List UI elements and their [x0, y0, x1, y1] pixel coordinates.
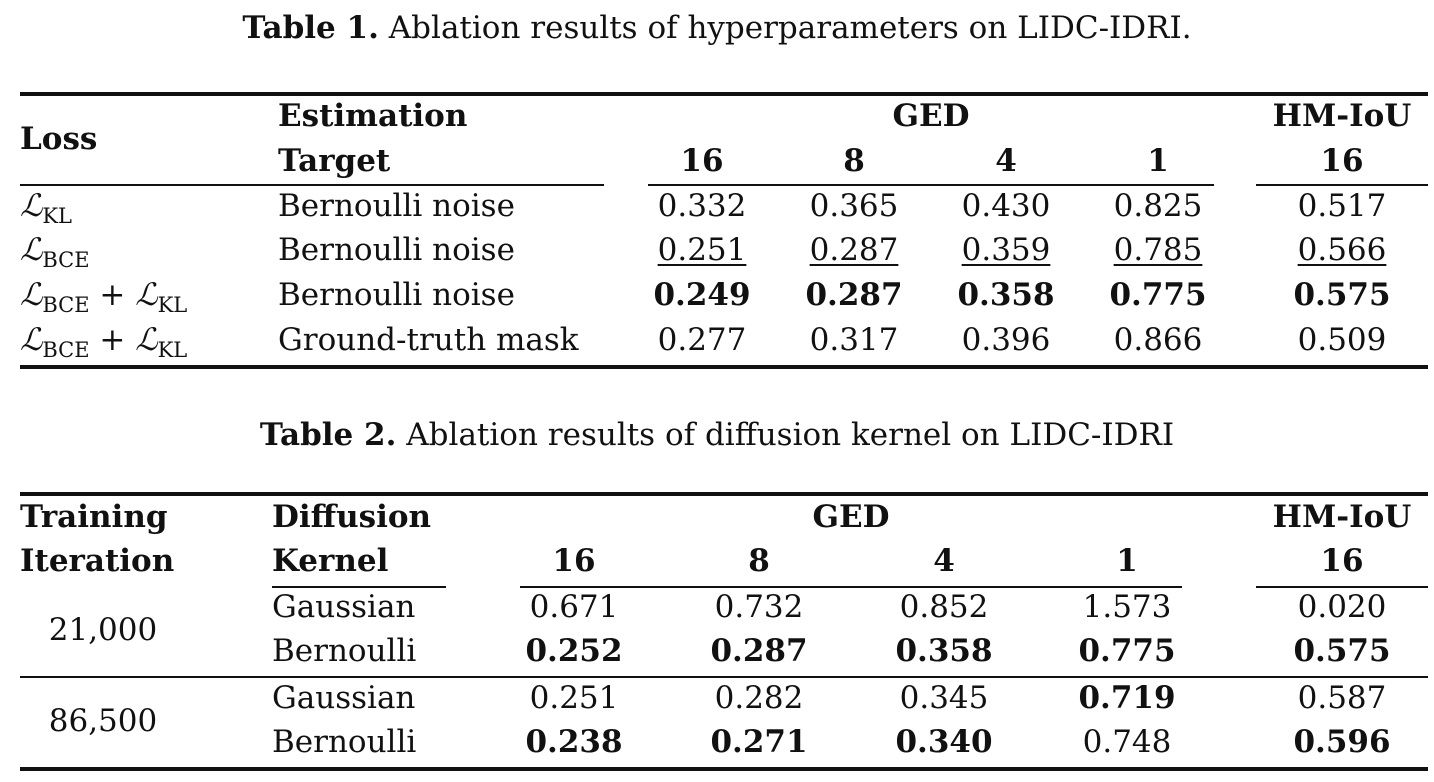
table2-header-kernel: Kernel [272, 543, 389, 579]
ged8-cell: 0.365 [809, 188, 899, 224]
table2-header-iteration: Iteration [20, 543, 175, 579]
loss-cell: ℒBCE + ℒKL [20, 277, 188, 317]
ged1-cell: 1.573 [1082, 589, 1172, 625]
table2-caption-label: Table 2. [259, 417, 397, 453]
table1-header-target: Target [278, 143, 391, 179]
table2-cmidrule-kernel [272, 586, 446, 588]
ged4-cell: 0.396 [961, 322, 1051, 358]
ged4-cell: 0.358 [957, 277, 1055, 313]
table2-caption: Table 2. Ablation results of diffusion k… [0, 417, 1434, 453]
ged8-cell: 0.271 [710, 724, 808, 760]
table2: Training Iteration Diffusion Kernel GED … [20, 0, 1428, 782]
ged16-cell: 0.251 [657, 232, 747, 268]
table2-header-ged-8: 8 [748, 543, 770, 579]
ged4-cell: 0.359 [961, 232, 1051, 268]
loss-cell: ℒBCE [20, 232, 90, 272]
table1-header-hmiou-16: 16 [1320, 143, 1364, 179]
hmiou-cell: 0.596 [1293, 724, 1391, 760]
ged16-cell: 0.238 [525, 724, 623, 760]
table2-bottom-rule [20, 767, 1428, 771]
table1-header-hmiou: HM-IoU [1272, 98, 1412, 134]
ged4-cell: 0.430 [961, 188, 1051, 224]
table1-header-estimation: Estimation [278, 98, 468, 134]
table2-header-ged-4: 4 [933, 543, 955, 579]
ged16-cell: 0.332 [657, 188, 747, 224]
table2-header-training: Training [20, 499, 168, 535]
ged1-cell: 0.785 [1113, 232, 1203, 268]
ged8-cell: 0.732 [714, 589, 804, 625]
hmiou-cell: 0.509 [1297, 322, 1387, 358]
ged8-cell: 0.287 [805, 277, 903, 313]
table1-header-ged-16: 16 [680, 143, 724, 179]
table1-bottom-rule [20, 365, 1428, 369]
table2-header-ged: GED [812, 499, 890, 535]
hmiou-cell: 0.020 [1297, 589, 1387, 625]
table2-header-ged-1: 1 [1116, 543, 1138, 579]
table1-header-ged: GED [892, 98, 970, 134]
hmiou-cell: 0.575 [1293, 633, 1391, 669]
ged1-cell: 0.775 [1078, 633, 1176, 669]
ged1-cell: 0.775 [1109, 277, 1207, 313]
table2-header-hmiou: HM-IoU [1272, 499, 1412, 535]
ged4-cell: 0.852 [899, 589, 989, 625]
ged4-cell: 0.358 [895, 633, 993, 669]
table1-header-ged-8: 8 [843, 143, 865, 179]
ged16-cell: 0.251 [529, 680, 619, 716]
hmiou-cell: 0.587 [1297, 680, 1387, 716]
table1-top-rule [20, 92, 1428, 96]
table1-cmidrule-left [20, 184, 604, 186]
ged1-cell: 0.866 [1113, 322, 1203, 358]
target-cell: Bernoulli noise [278, 188, 515, 224]
ged8-cell: 0.282 [714, 680, 804, 716]
hmiou-cell: 0.575 [1293, 277, 1391, 313]
table1-cmidrule-ged [648, 184, 1214, 186]
table2-cmidrule-hmiou [1256, 586, 1428, 588]
table1-header-loss: Loss [20, 121, 98, 157]
ged1-cell: 0.825 [1113, 188, 1203, 224]
iteration-cell: 86,500 [48, 703, 158, 739]
kernel-cell: Gaussian [272, 680, 416, 716]
kernel-cell: Gaussian [272, 589, 416, 625]
table1-caption-label: Table 1. [242, 10, 379, 46]
table1: Loss Estimation Target GED HM-IoU 16 8 4… [20, 0, 1428, 400]
hmiou-cell: 0.566 [1297, 232, 1387, 268]
ged16-cell: 0.277 [657, 322, 747, 358]
ged1-cell: 0.748 [1082, 724, 1172, 760]
table2-caption-text: Ablation results of diffusion kernel on … [396, 417, 1175, 453]
ged8-cell: 0.287 [809, 232, 899, 268]
table2-header-ged-16: 16 [552, 543, 596, 579]
table1-header-ged-4: 4 [995, 143, 1017, 179]
table1-header-ged-1: 1 [1147, 143, 1169, 179]
ged16-cell: 0.252 [525, 633, 623, 669]
ged8-cell: 0.317 [809, 322, 899, 358]
target-cell: Bernoulli noise [278, 232, 515, 268]
target-cell: Ground-truth mask [278, 322, 579, 358]
table2-header-diffusion: Diffusion [272, 499, 432, 535]
table2-header-hmiou-16: 16 [1320, 543, 1364, 579]
kernel-cell: Bernoulli [272, 724, 417, 760]
table1-caption-text: Ablation results of hyperparameters on L… [378, 10, 1192, 46]
hmiou-cell: 0.517 [1297, 188, 1387, 224]
table2-group-divider [20, 676, 1428, 678]
table2-top-rule [20, 492, 1428, 496]
target-cell: Bernoulli noise [278, 277, 515, 313]
loss-cell: ℒBCE + ℒKL [20, 322, 188, 362]
ged4-cell: 0.345 [899, 680, 989, 716]
kernel-cell: Bernoulli [272, 633, 417, 669]
loss-cell: ℒKL [20, 188, 72, 228]
ged1-cell: 0.719 [1078, 680, 1176, 716]
table2-cmidrule-ged [520, 586, 1182, 588]
ged16-cell: 0.249 [653, 277, 751, 313]
ged8-cell: 0.287 [710, 633, 808, 669]
iteration-cell: 21,000 [48, 612, 158, 648]
ged4-cell: 0.340 [895, 724, 993, 760]
ged16-cell: 0.671 [529, 589, 619, 625]
table1-caption: Table 1. Ablation results of hyperparame… [0, 10, 1434, 46]
table1-cmidrule-hmiou [1256, 184, 1428, 186]
